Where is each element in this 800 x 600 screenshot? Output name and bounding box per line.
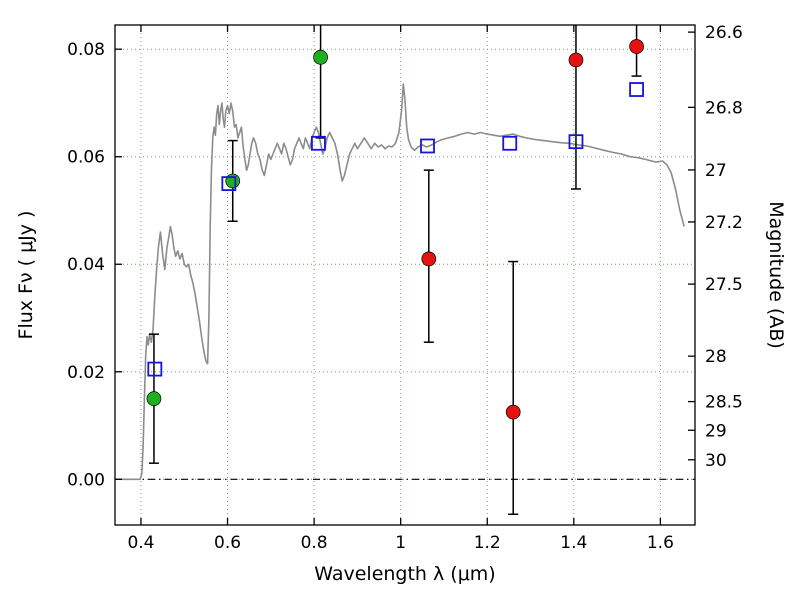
y-tick-label-left: 0.02	[67, 363, 105, 383]
blue-open-squares-marker	[221, 176, 237, 192]
x-tick-label: 0.6	[214, 533, 241, 553]
data-layer	[121, 25, 685, 515]
red-circles-marker	[568, 52, 584, 68]
green-circles-marker	[146, 391, 162, 407]
blue-open-squares-marker	[502, 135, 518, 151]
plot-frame	[114, 24, 696, 526]
y-tick-label-left: 0.04	[67, 255, 105, 275]
x-tick-label: 1.2	[474, 533, 501, 553]
blue-open-squares-marker	[629, 82, 644, 97]
markers-layer	[146, 39, 644, 420]
y-tick-label-left: 0.06	[67, 148, 105, 168]
y-tick-label-left: 0.00	[67, 470, 105, 490]
spectrum-line	[121, 83, 685, 481]
x-tick-label: 1.4	[560, 533, 587, 553]
blue-open-squares-marker	[568, 134, 584, 150]
y-tick-label-right: 26.6	[705, 23, 743, 43]
y-tick-label-right: 27.2	[705, 213, 743, 233]
red-circles-marker	[421, 251, 437, 267]
axes-layer: 0.4 0.6 0.8 1 1.2 1.4 1.6 0.00 0.02 0.04 0.06 0.08 2…	[67, 23, 743, 553]
x-tick-label: 1	[395, 533, 406, 553]
blue-open-squares-marker	[420, 138, 435, 154]
y-tick-label-right: 30	[705, 451, 727, 471]
x-tick-label: 1.6	[647, 533, 674, 553]
x-tick-label: 0.8	[301, 533, 328, 553]
x-tick-label: 0.4	[127, 533, 154, 553]
green-circles-marker	[225, 173, 241, 189]
blue-open-squares-marker	[147, 361, 163, 377]
y-axis-label-right: Magnitude (AB)	[765, 201, 787, 349]
y-tick-label-right: 27	[705, 161, 727, 181]
error-bars-layer	[148, 25, 642, 515]
y-tick-label-left: 0.08	[67, 40, 105, 60]
y-tick-label-right: 29	[705, 421, 727, 441]
y-tick-label-right: 26.8	[705, 98, 743, 118]
x-axis-label: Wavelength λ (μm)	[314, 563, 495, 585]
y-tick-label-right: 27.5	[705, 275, 743, 295]
red-circles-marker	[505, 404, 521, 420]
grid-layer	[115, 25, 695, 525]
y-axis-label-left: Flux Fν ( μJy )	[15, 211, 37, 340]
y-tick-label-right: 28	[705, 347, 727, 367]
green-circles-marker	[313, 49, 328, 65]
red-circles-marker	[629, 39, 644, 54]
y-tick-label-right: 28.5	[705, 393, 743, 413]
blue-open-squares-marker	[311, 135, 326, 151]
